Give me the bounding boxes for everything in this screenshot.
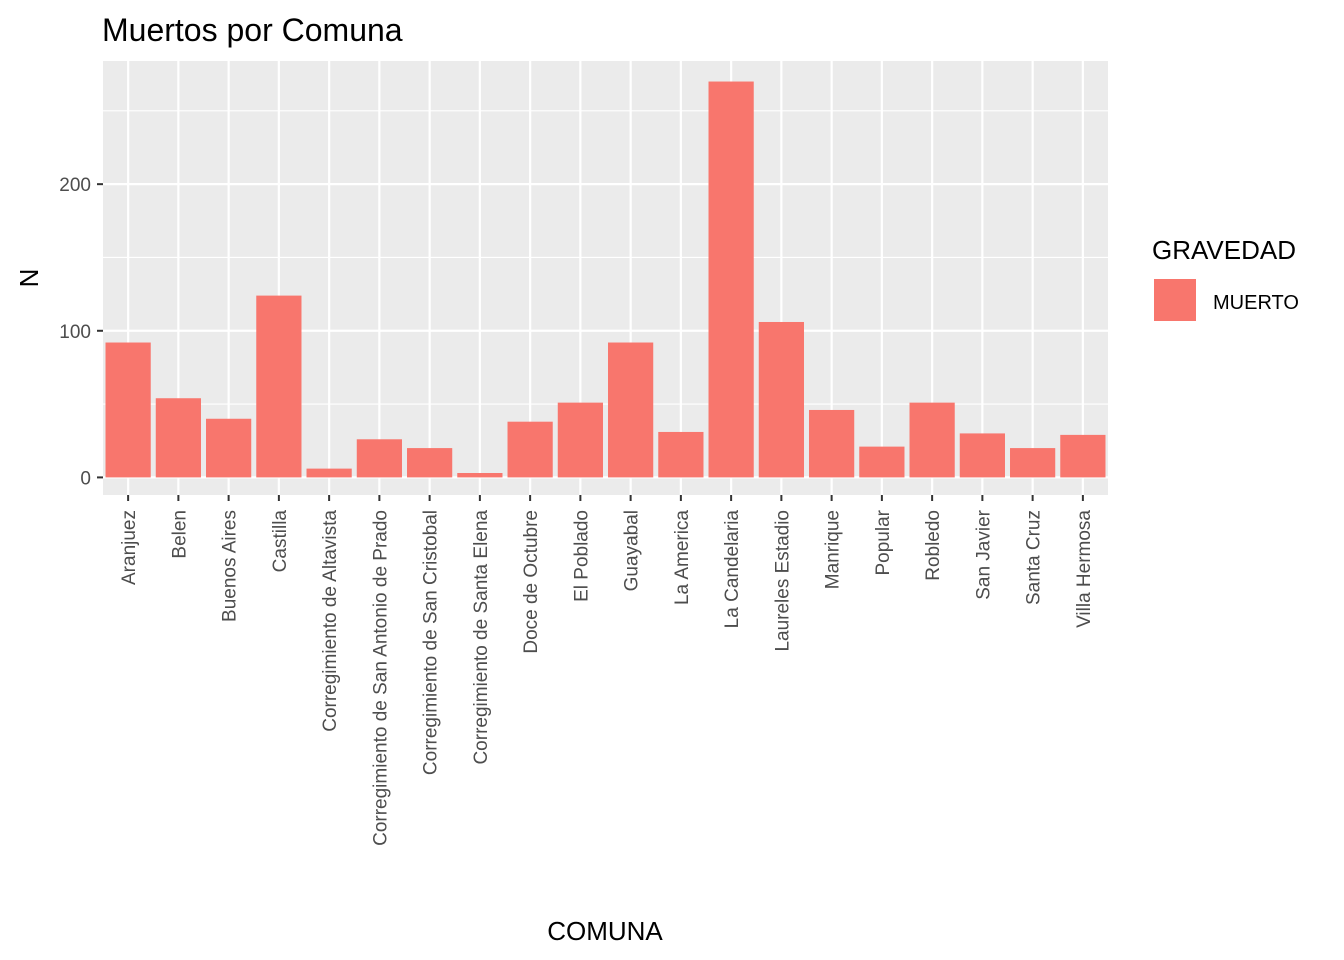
x-axis-title: COMUNA [547,916,663,946]
chart-title: Muertos por Comuna [102,12,403,48]
x-tick-label: Aranjuez [119,510,140,585]
y-tick-label: 200 [59,175,91,196]
bar-laureles-estadio [758,321,804,478]
x-tick-label: Corregimiento de San Cristobal [421,510,442,775]
x-tick-label: Castilla [270,510,291,573]
bar-corregimiento-de-santa-elena [457,473,503,478]
x-tick-label: Doce de Octubre [521,510,542,654]
bar-san-javier [959,433,1005,478]
bar-corregimiento-de-san-cristobal [407,448,453,478]
legend: GRAVEDAD MUERTO [1152,235,1299,321]
x-tick-label: Laureles Estadio [772,510,793,652]
plot-panel [103,61,1108,495]
bar-manrique [809,409,855,478]
bar-popular [859,446,905,478]
x-tick-label: La Candelaria [722,510,743,629]
x-tick-label: Popular [873,509,894,575]
x-tick-label: Corregimiento de San Antonio de Prado [370,510,391,846]
bar-doce-de-octubre [507,421,553,478]
bar-belen [155,398,201,478]
y-tick-label: 100 [59,322,91,343]
x-tick-label: Santa Cruz [1024,510,1045,605]
bar-la-america [658,431,704,478]
x-tick-label: Robledo [923,510,944,581]
x-axis: Aranjuez Belen Buenos Aires Castilla Corregi… [119,495,1095,846]
x-tick-label: La America [672,510,693,605]
bar-robledo [909,402,955,478]
x-tick-label: Villa Hermosa [1074,510,1095,628]
x-tick-label: Buenos Aires [220,510,241,622]
x-tick-label: Guayabal [622,510,643,591]
bar-corregimiento-de-san-antonio-de-prado [356,439,402,478]
bar-guayabal [608,342,654,478]
x-tick-label: San Javier [973,509,994,599]
bar-corregimiento-de-altavista [306,468,352,478]
bar-villa-hermosa [1060,434,1106,478]
x-tick-label: Manrique [823,510,844,589]
bar-santa-cruz [1010,448,1056,478]
x-tick-label: Belen [169,510,190,559]
legend-title: GRAVEDAD [1152,235,1296,265]
y-axis-title: N [14,269,44,288]
y-axis: 0 100 200 [59,175,103,489]
x-tick-label: El Poblado [571,510,592,602]
x-tick-label: Corregimiento de Altavista [320,510,341,732]
bar-castilla [256,295,302,478]
bar-el-poblado [557,402,603,478]
x-tick-label: Corregimiento de Santa Elena [471,510,492,765]
bar-la-candelaria [708,81,754,478]
legend-key-muerto [1154,279,1196,321]
bar-buenos-aires [206,418,252,478]
bars [105,81,1106,478]
bar-aranjuez [105,342,151,478]
legend-label-muerto: MUERTO [1213,292,1299,314]
y-tick-label: 0 [80,468,91,489]
